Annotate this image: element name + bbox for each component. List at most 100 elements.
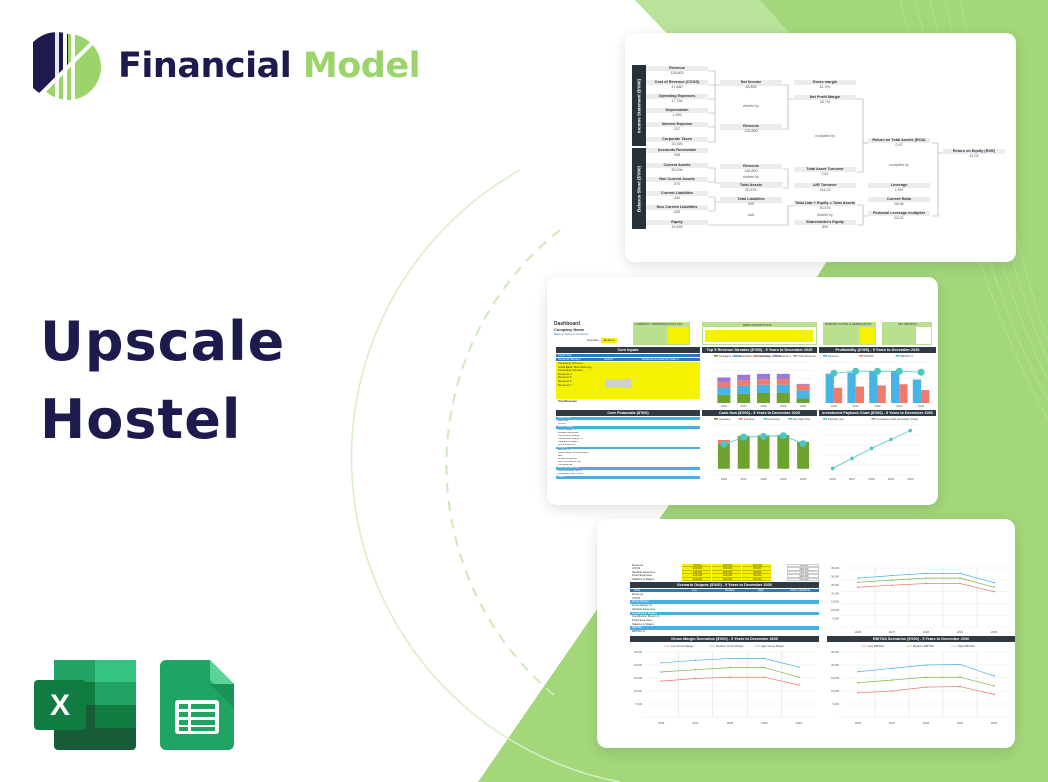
inputs-grey-block <box>606 379 631 388</box>
series-line <box>857 583 995 592</box>
x-tick-label: 2028 <box>923 630 930 634</box>
scenario-active-value: 100.0% <box>787 564 819 568</box>
ratio-node-label: Non Current Assets <box>646 177 708 182</box>
data-point <box>763 657 766 660</box>
scenario-row: Salaries & Wages <box>632 622 655 626</box>
bar-segment <box>737 393 751 403</box>
ratio-node: Total Asset Turnover 2.51 <box>794 167 856 177</box>
scenario-input-value[interactable]: 120.0% <box>682 577 711 581</box>
y-tick-label: 20,000 <box>831 591 839 595</box>
scenario-active-value: 100.0% <box>787 577 819 581</box>
data-point <box>799 440 807 448</box>
ebitda-chart: Low EBITDA Medium EBITDA High EBITDA 25,000… <box>831 644 1011 725</box>
scenario-input-value[interactable]: 100.0% <box>712 577 741 581</box>
x-tick-label: 2029 <box>780 477 787 481</box>
connector-label: Add <box>747 213 755 217</box>
bar <box>825 373 834 403</box>
y-tick-label: 10,000 <box>831 689 839 693</box>
revenue-stream-row: Revenue 4 <box>558 372 572 376</box>
scenario-input-value[interactable]: 80.0% <box>742 574 771 578</box>
column-header: Active (Medium) <box>790 589 811 592</box>
financials-row: Variable Expenses <box>558 431 579 434</box>
scenario-row: Contribution Margin % <box>632 615 660 619</box>
ratio-node: Total Liab + Equity = Total Assets 50,576 <box>794 201 856 211</box>
x-tick-label: 2026 <box>855 721 862 725</box>
legend-label: Investing <box>744 417 755 421</box>
scenario-input-value[interactable]: 100.0% <box>712 567 741 571</box>
bar-segment <box>796 383 810 385</box>
bar <box>797 441 810 469</box>
balance-sheet-label-text: Balance Sheet ($'000) <box>636 165 642 212</box>
x-tick-label: 2029 <box>957 630 964 634</box>
financials-row: Revenue <box>558 419 569 422</box>
scenario-input-value[interactable]: 80.0% <box>742 577 771 581</box>
legend-label: Net Cash Flow <box>793 417 810 421</box>
ratio-node-value: 1.9% <box>894 188 904 192</box>
data-point <box>729 666 731 669</box>
legend-swatch <box>793 355 798 357</box>
scenario-input-value[interactable]: 120.0% <box>682 574 711 578</box>
legend-label: High Gross Margin <box>761 644 785 648</box>
x-tick-label: 2027 <box>889 630 896 634</box>
connector-label: divided by <box>816 213 834 217</box>
ratio-node: Cost of Revenue (COGS) 47,680 <box>646 80 708 90</box>
scenario-input-value[interactable]: 120.0% <box>742 564 771 568</box>
x-tick-label: 2028 <box>874 404 881 408</box>
scenario-input-value[interactable]: 90.0% <box>742 570 771 575</box>
series-line <box>661 667 799 678</box>
data-point <box>798 684 800 686</box>
scenario-outputs-table: KPIs Low Medium High Active (Medium) Revenue C… <box>630 589 819 634</box>
ratio-node-value: 50,576 <box>819 206 831 210</box>
bar <box>777 435 790 469</box>
financials-row: Depreciation & Amortization <box>558 452 589 455</box>
ratio-node-label: Shareholder's Equity <box>794 220 856 225</box>
y-tick-label: 15,000 <box>831 676 839 680</box>
legend-swatch <box>753 355 758 357</box>
financials-row: Tax Expense <box>558 464 573 467</box>
legend-swatch <box>714 418 718 420</box>
income-statement-section-label: Income Statement ($'000) <box>632 65 646 146</box>
scenario-input-value[interactable]: 100.0% <box>712 570 741 575</box>
series-line <box>661 676 799 686</box>
data-point <box>959 676 961 679</box>
cashflow-chart: Operating Investing Financing Net Cash Flow… <box>714 417 813 481</box>
column-header: Medium <box>725 589 735 592</box>
core-financials-header: Core Financials ($'000) <box>556 410 700 416</box>
scenario-input-value[interactable]: 110.0% <box>682 570 711 575</box>
scenario-select[interactable]: Medium <box>601 337 617 343</box>
cashflow-panel-header: Cash flow ($'000) - 5 Years to December … <box>702 410 817 416</box>
scenario-input-value[interactable]: 100.0% <box>712 564 741 568</box>
financials-row: Cash <box>556 476 700 479</box>
bar <box>891 371 900 403</box>
bar <box>869 371 878 403</box>
financials-row: Contribution Margin <box>558 434 580 437</box>
ratio-node: Return on Total Assets (ROA) 0.97 <box>868 138 930 148</box>
scenario-input-value[interactable]: 80.0% <box>742 567 771 571</box>
data-point <box>857 692 859 694</box>
ratio-node: Current Assets 50,006 <box>646 163 708 173</box>
x-tick-label: 2027 <box>853 404 860 408</box>
key-metrics-box-title: KEY METRICS <box>898 322 917 326</box>
key-metrics-box: KEY METRICS <box>882 322 932 345</box>
legend-label: Financing <box>769 417 781 421</box>
toc-link[interactable]: Back to Table of Contents <box>554 332 589 336</box>
data-point <box>850 456 854 461</box>
bar <box>899 384 908 403</box>
bar-segment <box>776 379 790 385</box>
financials-row: Interest Expense <box>558 458 577 461</box>
scenario-input-value[interactable]: 80.0% <box>682 564 711 568</box>
ratio-tree-card: Income Statement ($'000) Balance Sheet (… <box>625 33 1016 262</box>
ratio-node-value: 144.24 <box>819 188 831 192</box>
scenario-card: Revenue 80.0% 100.0% 120.0% 100.0% COGS 120.0%… <box>597 519 1015 748</box>
ratio-node: Revenue 126,800 <box>646 66 708 76</box>
revenue-stream-row: Revenue 5 <box>558 376 572 380</box>
scenario-input-value[interactable]: 120.0% <box>682 567 711 571</box>
x-tick-label: 2030 <box>800 404 807 408</box>
column-header: High <box>758 589 764 592</box>
scenario-input-label: Salaries & Wages <box>632 577 655 581</box>
x-tick-label: 2029 <box>761 721 768 725</box>
scenario-input-value[interactable]: 100.0% <box>712 574 741 578</box>
y-tick-label: 15,000 <box>634 676 642 680</box>
bar-segment <box>756 392 771 403</box>
ratio-node-label: Current Assets <box>646 163 708 168</box>
